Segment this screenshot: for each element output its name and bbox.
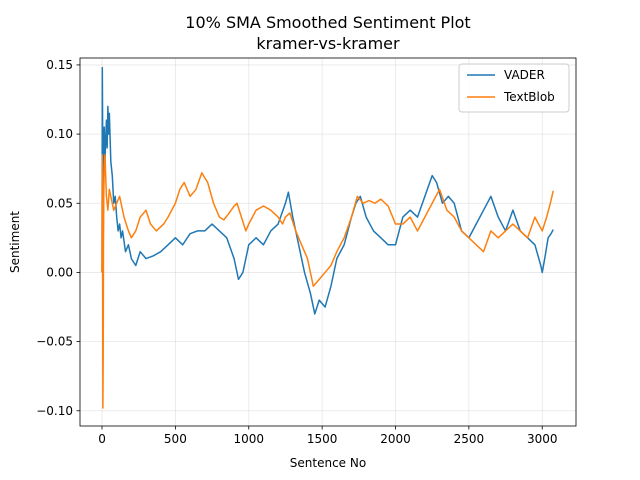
x-tick-label: 3000 — [527, 432, 558, 446]
legend: VADER TextBlob — [458, 63, 570, 113]
legend-label-textblob: TextBlob — [503, 90, 555, 104]
legend-label-vader: VADER — [504, 68, 545, 82]
plot-area-frame — [79, 57, 577, 427]
gridlines — [80, 58, 576, 426]
y-tick-label: 0.00 — [46, 265, 73, 279]
x-axis-ticks: 0 500 1000 1500 2000 2500 3000 — [98, 426, 558, 446]
x-tick-label: 500 — [164, 432, 187, 446]
y-tick-label: 0.05 — [46, 196, 73, 210]
x-axis-label: Sentence No — [290, 456, 366, 470]
y-axis-label: Sentiment — [8, 211, 22, 273]
x-tick-label: 0 — [98, 432, 106, 446]
y-tick-label: −0.10 — [36, 404, 73, 418]
plot-lines — [101, 66, 554, 409]
y-tick-label: 0.10 — [46, 127, 73, 141]
y-tick-label: 0.15 — [46, 58, 73, 72]
series-line-textblob — [101, 154, 554, 409]
x-tick-label: 2500 — [454, 432, 485, 446]
y-tick-label: −0.05 — [36, 335, 73, 349]
y-axis-ticks: −0.10 −0.05 0.00 0.05 0.10 0.15 — [36, 58, 80, 418]
x-tick-label: 2000 — [380, 432, 411, 446]
x-tick-label: 1000 — [233, 432, 264, 446]
legend-box — [458, 63, 570, 113]
chart-title: 10% SMA Smoothed Sentiment Plot — [185, 13, 470, 32]
chart-subtitle: kramer-vs-kramer — [256, 34, 400, 53]
x-tick-label: 1500 — [307, 432, 338, 446]
